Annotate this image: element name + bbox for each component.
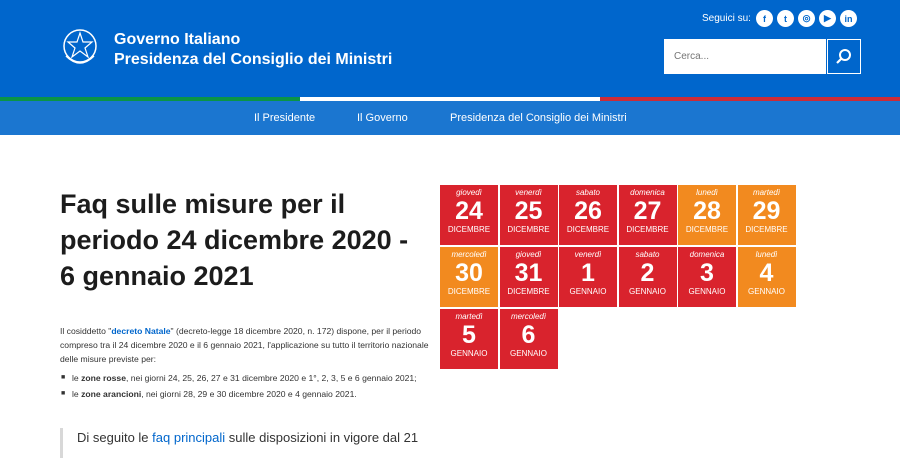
weekday-label: giovedì — [456, 188, 482, 197]
calendar-day-cell: sabato 26 DICEMBRE — [559, 185, 617, 245]
day-number: 24 — [455, 197, 483, 225]
month-label: GENNAIO — [510, 349, 547, 358]
weekday-label: sabato — [575, 188, 601, 197]
search-icon — [836, 49, 851, 64]
month-label: GENNAIO — [748, 287, 785, 296]
day-number: 30 — [455, 259, 483, 287]
day-number: 25 — [514, 197, 543, 225]
day-number: 29 — [752, 197, 781, 225]
nav-item-presidenza[interactable]: Presidenza del Consiglio dei Ministri — [450, 112, 627, 124]
calendar-day-cell: lunedì 4 GENNAIO — [737, 247, 796, 307]
faq-principali-link[interactable]: faq principali — [152, 430, 226, 445]
twitter-icon[interactable]: t — [777, 10, 794, 27]
nav-item-governo[interactable]: Il Governo — [357, 112, 408, 124]
bullet-text: le — [72, 373, 82, 383]
month-label: GENNAIO — [569, 287, 607, 296]
weekday-label: lunedì — [696, 188, 718, 197]
weekday-label: sabato — [635, 250, 660, 259]
day-number: 6 — [521, 321, 536, 349]
republic-emblem-icon[interactable] — [60, 26, 100, 70]
weekday-label: venerdì — [574, 250, 602, 259]
day-number: 3 — [700, 259, 714, 287]
day-number: 4 — [759, 259, 774, 287]
search-button[interactable] — [827, 39, 861, 74]
day-number: 1 — [581, 259, 595, 287]
calendar-day-cell: domenica 27 DICEMBRE — [618, 185, 677, 245]
calendar-day-cell: giovedì 31 DICEMBRE — [499, 247, 558, 307]
calendar-day-cell: mercoledì 30 DICEMBRE — [440, 247, 498, 307]
bullet-text: , nei giorni 28, 29 e 30 dicembre 2020 e… — [141, 389, 357, 399]
weekday-label: giovedì — [515, 250, 542, 259]
day-number: 28 — [693, 197, 721, 225]
faq-quote: Di seguito le faq principali sulle dispo… — [60, 428, 430, 458]
site-header: Governo Italiano Presidenza del Consigli… — [0, 0, 900, 97]
calendar-day-cell: mercoledì 6 GENNAIO — [499, 309, 558, 369]
calendar-day-cell: martedì 29 DICEMBRE — [737, 185, 796, 245]
follow-label: Seguici su: — [702, 13, 751, 24]
nav-item-presidente[interactable]: Il Presidente — [254, 112, 316, 124]
list-item: le zone rosse, nei giorni 24, 25, 26, 27… — [60, 371, 430, 385]
calendar-day-cell: lunedì 28 DICEMBRE — [678, 185, 736, 245]
search-input[interactable] — [664, 39, 826, 74]
month-label: DICEMBRE — [626, 225, 669, 234]
month-label: GENNAIO — [450, 349, 488, 358]
main-nav: Il Presidente Il Governo Presidenza del … — [0, 101, 900, 135]
month-label: GENNAIO — [688, 287, 726, 296]
weekday-label: domenica — [630, 188, 665, 197]
intro-text-b: " (decreto-legge 18 dicembre 2020, n. 17… — [60, 326, 429, 364]
month-label: DICEMBRE — [507, 225, 550, 234]
day-number: 2 — [640, 259, 655, 287]
intro-paragraph: Il cosiddetto "decreto Natale" (decreto-… — [60, 324, 430, 366]
facebook-icon[interactable]: f — [756, 10, 773, 27]
month-label: DICEMBRE — [745, 225, 788, 234]
zone-list: le zone rosse, nei giorni 24, 25, 26, 27… — [60, 371, 430, 403]
weekday-label: mercoledì — [451, 250, 487, 259]
day-number: 31 — [514, 259, 543, 287]
calendar-day-cell: domenica 3 GENNAIO — [678, 247, 736, 307]
page-title: Faq sulle misure per il periodo 24 dicem… — [60, 189, 409, 291]
brand-line2: Presidenza del Consiglio dei Ministri — [114, 51, 393, 68]
weekday-label: mercoledì — [510, 312, 547, 321]
list-item: le zone arancioni, nei giorni 28, 29 e 3… — [60, 387, 430, 401]
day-number: 26 — [574, 197, 602, 225]
weekday-label: venerdì — [515, 188, 542, 197]
weekday-label: lunedì — [755, 250, 778, 259]
weekday-label: martedì — [455, 312, 483, 321]
intro-text-a: Il cosiddetto " — [60, 326, 112, 336]
weekday-label: domenica — [689, 250, 725, 259]
calendar-day-cell: sabato 2 GENNAIO — [618, 247, 677, 307]
bullet-strong: zone rosse — [81, 373, 126, 383]
quote-text: Di seguito le — [77, 430, 153, 445]
calendar-day-cell: giovedì 24 DICEMBRE — [440, 185, 498, 245]
youtube-icon[interactable]: ▶ — [819, 10, 836, 27]
month-label: GENNAIO — [629, 287, 666, 296]
weekday-label: martedì — [752, 188, 781, 197]
month-label: DICEMBRE — [447, 287, 491, 296]
bullet-text: , nei giorni 24, 25, 26, 27 e 31 dicembr… — [125, 373, 417, 383]
quote-text: sulle disposizioni in vigore dal 21 — [225, 430, 419, 445]
brand-line1: Governo Italiano — [114, 31, 241, 48]
linkedin-icon[interactable]: in — [840, 10, 857, 27]
calendar-day-cell: venerdì 1 GENNAIO — [559, 247, 617, 307]
month-label: DICEMBRE — [566, 225, 610, 234]
social-links: f t ◎ ▶ in — [756, 10, 857, 27]
bullet-strong: zone arancioni — [81, 389, 142, 399]
tricolor-stripe — [0, 97, 900, 101]
day-number: 27 — [633, 197, 662, 225]
bullet-text: le — [72, 389, 82, 399]
month-label: DICEMBRE — [685, 225, 729, 234]
instagram-icon[interactable]: ◎ — [798, 10, 815, 27]
month-label: DICEMBRE — [447, 225, 491, 234]
calendar-day-cell: venerdì 25 DICEMBRE — [499, 185, 558, 245]
site-brand[interactable]: Governo Italiano Presidenza del Consigli… — [114, 30, 392, 70]
calendar-day-cell: martedì 5 GENNAIO — [440, 309, 498, 369]
day-number: 5 — [462, 321, 476, 349]
month-label: DICEMBRE — [507, 287, 550, 296]
decreto-natale-link[interactable]: decreto Natale — [111, 326, 171, 336]
